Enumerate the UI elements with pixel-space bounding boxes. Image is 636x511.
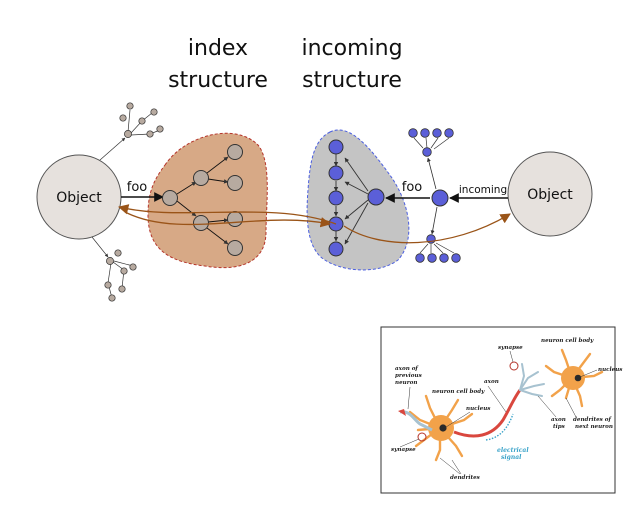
incoming-node	[328, 190, 344, 206]
object-left-label: Object	[56, 190, 102, 206]
index-node	[193, 170, 209, 186]
edge-foo-left-label: foo	[127, 180, 148, 195]
neuron-label: tips	[553, 424, 566, 430]
cross-arrow-to-left-object	[117, 204, 337, 225]
object-left[interactable]: Object	[36, 154, 122, 240]
nucleus-left	[439, 424, 447, 432]
incoming-structure-region	[306, 129, 410, 271]
neuron-label: dendrites	[450, 475, 481, 481]
index-tree-edges	[176, 156, 229, 245]
object-right[interactable]: Object	[507, 151, 593, 237]
neuron-illustration: axon of previous neuron neuron cell body…	[380, 326, 623, 494]
edge-foo-right-label: foo	[402, 180, 423, 195]
upper-mini-tree	[408, 128, 454, 190]
index-label-line2: structure	[168, 68, 268, 93]
neuron-label: nucleus	[598, 367, 623, 373]
cross-arrow-to-incoming	[124, 211, 332, 228]
nucleus-right	[574, 374, 582, 382]
neuron-label: next neuron	[575, 424, 613, 430]
cross-arrow-to-right-object	[343, 213, 511, 244]
incoming-label-line1: incoming	[301, 36, 402, 61]
object-right-label: Object	[527, 187, 573, 203]
lower-gray-mini-tree	[91, 236, 137, 302]
index-node	[227, 175, 243, 191]
incoming-edges	[333, 153, 369, 245]
index-node	[227, 211, 243, 227]
neuron-label: electrical	[497, 447, 529, 454]
incoming-node	[328, 241, 344, 257]
index-tree-nodes	[162, 144, 243, 256]
neuron-label: synapse	[498, 345, 523, 351]
incoming-nodes	[328, 139, 385, 257]
incoming-node	[328, 139, 344, 155]
incoming-hub-node	[431, 189, 449, 207]
index-node-root	[162, 190, 178, 206]
edge-incoming-label: incoming	[459, 184, 507, 196]
neuron-label: neuron	[395, 380, 417, 386]
index-structure-region	[147, 132, 268, 269]
index-node	[193, 215, 209, 231]
incoming-label-line2: structure	[302, 68, 402, 93]
incoming-node	[328, 165, 344, 181]
neuron-label: neuron cell body	[432, 389, 485, 395]
neuron-label: signal	[501, 454, 522, 461]
neuron-label: dendrites of	[573, 417, 612, 423]
upper-gray-mini-tree	[99, 102, 164, 161]
index-label-line1: index	[188, 36, 248, 61]
neuron-label: nucleus	[466, 406, 491, 412]
index-node	[227, 144, 243, 160]
neuron-label: axon of	[395, 366, 419, 372]
neuron-label: synapse	[391, 447, 416, 453]
incoming-root	[367, 188, 385, 206]
lower-mini-tree	[415, 206, 461, 263]
neuron-label: axon	[551, 417, 566, 423]
neuron-label: axon	[484, 379, 499, 385]
neuron-label: previous	[395, 373, 423, 379]
index-node	[227, 240, 243, 256]
neuron-label: neuron cell body	[541, 338, 594, 344]
